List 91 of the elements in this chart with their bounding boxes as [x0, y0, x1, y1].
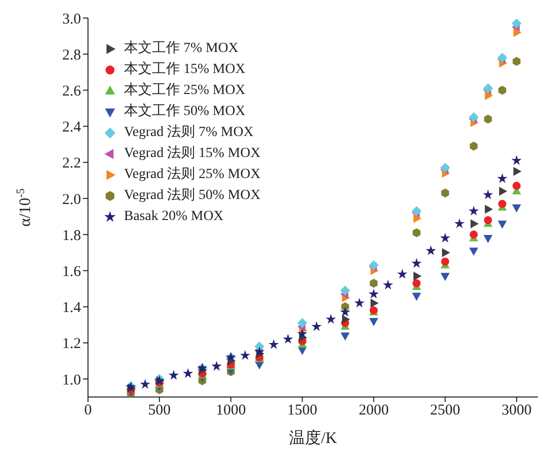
legend-label: 本文工作 50% MOX — [124, 102, 246, 121]
point — [512, 56, 520, 66]
y-tick-label: 2.0 — [62, 192, 81, 208]
point — [484, 216, 492, 224]
point — [484, 204, 493, 214]
point — [512, 204, 522, 212]
y-tick-label: 1.8 — [62, 228, 81, 244]
point — [511, 155, 522, 165]
point — [182, 368, 194, 378]
point — [468, 206, 479, 216]
point — [268, 339, 279, 350]
point — [370, 298, 379, 308]
y-tick-label: 2.6 — [62, 84, 82, 100]
point — [368, 288, 379, 298]
point — [240, 350, 250, 360]
point — [442, 248, 450, 258]
point — [397, 268, 408, 279]
point — [354, 298, 365, 308]
point — [413, 272, 422, 281]
point — [370, 278, 378, 288]
point — [441, 188, 450, 198]
y-tick-label: 2.8 — [62, 47, 81, 64]
y-tick-label: 3.0 — [62, 11, 81, 28]
point — [340, 332, 350, 341]
point — [326, 314, 336, 324]
legend-label: Vegrad 法则 15% MOX — [124, 144, 260, 163]
y-tick-label: 1.2 — [62, 336, 81, 352]
point — [513, 166, 522, 176]
point — [484, 114, 492, 124]
point — [440, 232, 450, 243]
point — [512, 182, 521, 190]
point — [497, 173, 508, 183]
legend-label: Vegrad 法则 25% MOX — [124, 166, 260, 184]
y-tick-label: 2.2 — [62, 156, 81, 172]
x-tick-label: 2500 — [430, 402, 460, 419]
legend-label: 本文工作 25% MOX — [124, 81, 246, 100]
point — [297, 328, 308, 338]
point — [369, 318, 378, 326]
legend-label: Vegrad 法则 7% MOX — [124, 124, 254, 142]
point — [413, 214, 422, 223]
point — [211, 360, 222, 371]
point — [499, 186, 508, 196]
legend-label: Basak 20% MOX — [124, 208, 224, 226]
point — [470, 142, 478, 151]
point — [340, 286, 350, 296]
point — [512, 18, 522, 28]
point — [441, 258, 450, 266]
point — [484, 235, 492, 244]
x-tick-label: 1000 — [216, 402, 246, 419]
y-tick-label: 1.6 — [62, 264, 82, 280]
point — [140, 378, 150, 389]
point — [498, 200, 506, 208]
y-tick-label: 2.4 — [62, 120, 82, 136]
point — [412, 292, 422, 301]
point — [368, 260, 379, 270]
point — [426, 245, 436, 256]
x-tick-label: 1500 — [287, 402, 318, 419]
x-tick-label: 0 — [84, 402, 92, 419]
point — [412, 228, 420, 238]
legend-label: Vegrad 法则 50% MOX — [124, 186, 260, 205]
point — [482, 189, 494, 200]
point — [470, 230, 478, 239]
point — [440, 162, 450, 173]
point — [411, 258, 422, 268]
point — [282, 334, 294, 344]
point — [412, 279, 421, 288]
x-tick-label: 2000 — [358, 402, 389, 419]
point — [297, 318, 308, 328]
point — [311, 321, 322, 331]
legend-label: 本文工作 7% MOX — [124, 39, 238, 58]
point — [513, 28, 522, 37]
point — [468, 112, 479, 122]
point — [340, 306, 350, 317]
point — [498, 220, 507, 229]
y-tick-label: 1.4 — [62, 300, 82, 316]
point — [498, 86, 506, 95]
point — [342, 314, 350, 324]
x-tick-label: 3000 — [502, 402, 532, 419]
x-axis-title: 温度/K — [289, 429, 338, 447]
point — [440, 272, 450, 282]
point — [382, 280, 394, 290]
point — [469, 248, 478, 256]
point — [470, 219, 479, 228]
point — [497, 52, 508, 63]
x-tick-label: 500 — [148, 402, 171, 419]
point — [484, 91, 493, 100]
point — [454, 218, 465, 228]
point — [168, 370, 179, 380]
legend-label: 本文工作 15% MOX — [124, 60, 246, 79]
point — [483, 83, 493, 94]
y-tick-label: 1.0 — [62, 372, 81, 388]
